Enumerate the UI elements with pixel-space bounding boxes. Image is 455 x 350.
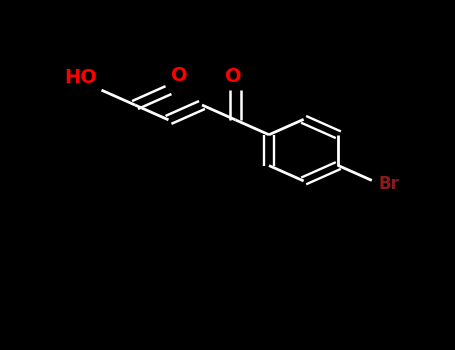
Text: Br: Br: [379, 175, 399, 193]
Text: HO: HO: [64, 68, 97, 87]
Text: O: O: [225, 67, 242, 86]
Text: O: O: [171, 66, 187, 85]
